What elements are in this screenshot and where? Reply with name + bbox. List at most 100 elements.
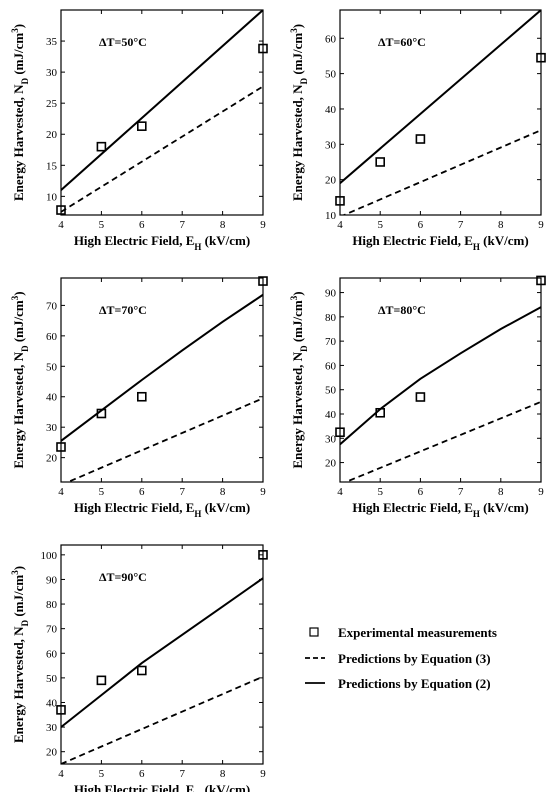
y-tick-label: 35 xyxy=(46,36,58,48)
y-tick-label: 80 xyxy=(46,599,58,611)
delta-t-annotation: ΔT=60°C xyxy=(378,35,426,49)
y-tick-label: 20 xyxy=(46,747,58,759)
y-axis-label: Energy Harvested, ND (mJ/cm3) xyxy=(289,291,309,468)
x-tick-label: 5 xyxy=(377,219,383,231)
y-tick-label: 40 xyxy=(46,697,58,709)
plot-frame xyxy=(60,277,264,483)
x-tick-label: 8 xyxy=(220,219,226,231)
legend: Experimental measurements Predictions by… xyxy=(305,625,497,691)
y-tick-label: 70 xyxy=(325,336,337,348)
series-line-equation3 xyxy=(343,401,541,482)
legend-label-equation3: Predictions by Equation (3) xyxy=(338,651,491,666)
x-tick-label: 4 xyxy=(337,486,343,498)
y-tick-label: 30 xyxy=(46,722,58,734)
y-tick-label: 60 xyxy=(46,648,58,660)
x-axis-label: High Electric Field, EH (kV/cm) xyxy=(74,233,250,252)
chart-panel-2: 4 5 6 7 8 9 10 20 30 40 50 60 ΔT=60°C High Electric F… xyxy=(289,9,546,252)
delta-t-annotation: ΔT=50°C xyxy=(99,35,147,49)
y-tick-label: 40 xyxy=(325,409,337,421)
x-tick-label: 8 xyxy=(220,768,226,780)
series-line-equation2 xyxy=(340,10,541,184)
x-tick-label: 9 xyxy=(260,768,266,780)
x-tick-label: 8 xyxy=(220,486,226,498)
legend-marker-experimental xyxy=(309,627,319,637)
experimental-point xyxy=(56,442,66,452)
x-tick-label: 4 xyxy=(58,219,64,231)
chart-panel-4: 4 5 6 7 8 9 20 30 40 50 60 70 80 90 ΔT=80°C High Electr… xyxy=(289,275,546,519)
x-tick-label: 6 xyxy=(139,219,145,231)
plot-frame xyxy=(60,9,264,216)
x-tick-label: 6 xyxy=(418,486,424,498)
x-tick-label: 4 xyxy=(58,768,64,780)
experimental-point xyxy=(96,408,107,419)
y-tick-label: 20 xyxy=(325,458,337,470)
experimental-point xyxy=(56,705,66,715)
y-tick-label: 60 xyxy=(325,360,337,372)
y-tick-label: 60 xyxy=(46,331,58,343)
experimental-point xyxy=(375,157,386,167)
y-tick-label: 80 xyxy=(325,312,337,324)
y-tick-label: 50 xyxy=(325,69,337,81)
x-tick-label: 7 xyxy=(458,486,464,498)
experimental-point xyxy=(335,196,345,206)
x-axis-label: High Electric Field, EH (kV/cm) xyxy=(74,782,250,792)
x-tick-label: 7 xyxy=(179,486,185,498)
x-tick-label: 5 xyxy=(377,486,383,498)
y-tick-label: 90 xyxy=(46,574,58,586)
delta-t-annotation: ΔT=80°C xyxy=(378,303,426,317)
x-tick-label: 6 xyxy=(139,486,145,498)
x-tick-label: 9 xyxy=(260,219,266,231)
x-tick-label: 5 xyxy=(99,486,105,498)
x-tick-label: 7 xyxy=(179,768,185,780)
chart-panel-1: 4 5 6 7 8 9 10 15 20 25 30 35 ΔT=50°C High Electric F… xyxy=(10,9,268,252)
chart-panel-5: 4 5 6 7 8 9 20 30 40 50 60 70 80 90 100 ΔT=90°C High Ele… xyxy=(10,544,268,792)
x-tick-label: 9 xyxy=(538,486,544,498)
experimental-point xyxy=(415,392,426,402)
y-tick-label: 40 xyxy=(325,104,337,116)
y-axis-label: Energy Harvested, ND (mJ/cm3) xyxy=(10,24,30,201)
experimental-point xyxy=(96,675,107,686)
x-tick-label: 6 xyxy=(139,768,145,780)
x-tick-label: 7 xyxy=(179,219,185,231)
experimental-point xyxy=(137,665,147,676)
experimental-point xyxy=(258,550,268,560)
experimental-point xyxy=(415,134,426,144)
experimental-point xyxy=(536,52,546,63)
series-line-equation3 xyxy=(65,397,263,482)
plot-frame xyxy=(339,277,542,483)
y-tick-label: 20 xyxy=(325,175,337,187)
legend-label-experimental: Experimental measurements xyxy=(338,625,497,640)
experimental-point xyxy=(335,427,345,438)
y-tick-label: 20 xyxy=(46,453,58,465)
y-tick-label: 20 xyxy=(46,129,58,141)
y-axis-label: Energy Harvested, ND (mJ/cm3) xyxy=(10,566,30,743)
y-tick-label: 50 xyxy=(46,361,58,373)
x-tick-label: 4 xyxy=(58,486,64,498)
y-tick-label: 90 xyxy=(325,288,337,300)
delta-t-annotation: ΔT=90°C xyxy=(99,570,147,584)
x-tick-label: 5 xyxy=(99,768,105,780)
x-axis-label: High Electric Field, EH (kV/cm) xyxy=(74,500,250,519)
experimental-point xyxy=(258,276,268,286)
y-axis-label: Energy Harvested, ND (mJ/cm3) xyxy=(10,291,30,468)
experimental-point xyxy=(536,275,546,286)
chart-panel-3: 4 5 6 7 8 9 20 30 40 50 60 70 ΔT=70°C High Electric F… xyxy=(10,276,268,519)
x-tick-label: 6 xyxy=(418,219,424,231)
experimental-point xyxy=(96,141,107,152)
y-tick-label: 15 xyxy=(46,160,58,172)
x-axis-label: High Electric Field, EH (kV/cm) xyxy=(352,233,528,252)
series-line-equation3 xyxy=(61,675,263,764)
experimental-point xyxy=(258,43,268,54)
y-tick-label: 70 xyxy=(46,300,58,312)
legend-label-equation2: Predictions by Equation (2) xyxy=(338,676,491,691)
series-line-equation2 xyxy=(61,577,263,728)
y-tick-label: 10 xyxy=(325,210,337,222)
experimental-point xyxy=(137,121,147,131)
x-tick-label: 7 xyxy=(458,219,464,231)
y-tick-label: 100 xyxy=(41,550,58,562)
y-tick-label: 10 xyxy=(46,191,58,203)
delta-t-annotation: ΔT=70°C xyxy=(99,303,147,317)
plot-frame xyxy=(60,544,264,765)
y-tick-label: 30 xyxy=(325,433,337,445)
